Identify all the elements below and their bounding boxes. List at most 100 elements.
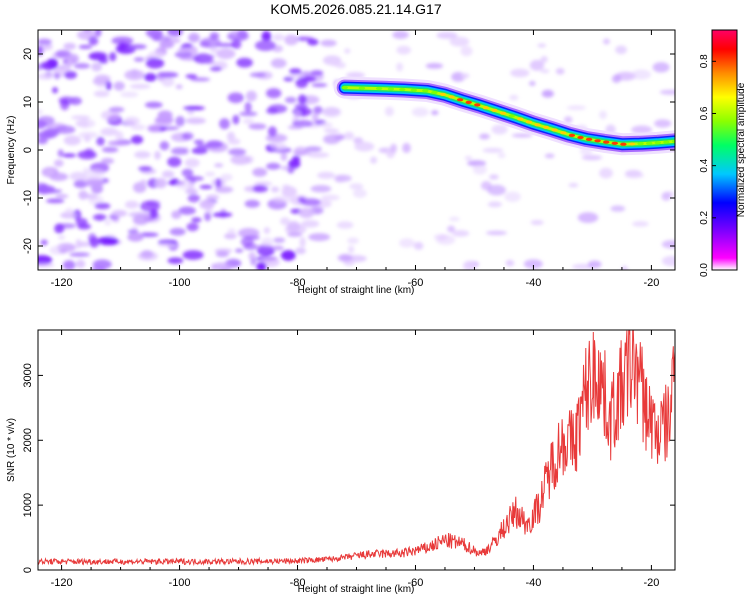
noise-blob — [152, 35, 172, 42]
noise-blob — [133, 57, 145, 62]
noise-blob — [659, 89, 675, 95]
noise-blob — [101, 157, 114, 165]
signal-hotspot — [654, 141, 661, 145]
noise-blob — [159, 40, 175, 49]
noise-blob — [70, 115, 91, 120]
signal-hotspot — [525, 120, 533, 124]
noise-blob — [98, 57, 108, 64]
signal-hotspot — [456, 98, 464, 102]
noise-blob — [509, 94, 519, 101]
noise-blob — [148, 50, 165, 59]
noise-blob — [214, 163, 224, 168]
y-tick-label: 2000 — [22, 428, 34, 452]
noise-blob — [38, 38, 52, 46]
noise-blob — [511, 133, 533, 138]
noise-blob — [249, 72, 267, 78]
noise-blob — [250, 258, 257, 266]
noise-blob — [38, 185, 56, 194]
noise-blob — [297, 94, 307, 105]
noise-blob — [252, 185, 269, 193]
colorbar-tick-label: 0.0 — [699, 263, 710, 277]
signal-hotspot — [603, 140, 610, 144]
noise-blob — [298, 207, 315, 219]
noise-blob — [661, 255, 675, 267]
noise-blob — [447, 225, 456, 233]
noise-blob — [209, 66, 222, 72]
snr-ylabel: SNR (10 * v/v) — [6, 418, 17, 482]
noise-blob — [60, 212, 77, 219]
noise-blob — [92, 214, 107, 221]
noise-blob — [320, 194, 340, 201]
noise-blob — [38, 255, 53, 265]
noise-blob — [38, 116, 55, 126]
noise-blob — [185, 117, 206, 125]
colorbar-tick-label: 0.6 — [699, 106, 710, 120]
noise-blob — [63, 42, 76, 50]
noise-blob — [413, 241, 424, 250]
spectrogram-ylabel: Frequency (Hz) — [6, 116, 17, 185]
noise-blob — [599, 167, 613, 179]
signal-hotspot — [568, 133, 576, 137]
noise-blob — [347, 245, 355, 254]
noise-blob — [38, 108, 43, 116]
noise-blob — [563, 116, 573, 124]
noise-blob — [270, 58, 287, 69]
noise-blob — [242, 118, 254, 124]
noise-blob — [102, 237, 119, 246]
noise-blob — [190, 77, 211, 82]
noise-blob — [297, 196, 306, 203]
noise-blob — [38, 63, 43, 71]
noise-blob — [505, 259, 515, 267]
noise-blob — [137, 251, 158, 261]
noise-blob — [196, 144, 212, 149]
noise-blob — [384, 106, 394, 117]
signal-hotspot — [628, 142, 636, 146]
noise-blob — [111, 36, 134, 45]
noise-blob — [220, 173, 233, 181]
colorbar-ticks: 0.0 0.2 0.4 0.6 0.8 — [699, 54, 716, 277]
noise-blob — [184, 158, 200, 168]
noise-blob — [129, 83, 151, 90]
signal-hotspot — [341, 86, 348, 90]
noise-blob — [661, 240, 675, 249]
noise-blob — [144, 101, 163, 109]
signal-hotspot — [551, 128, 558, 132]
noise-blob — [402, 142, 411, 154]
noise-blob — [170, 147, 189, 155]
noise-blob — [632, 221, 649, 227]
noise-blob — [140, 179, 147, 185]
noise-blob — [183, 106, 206, 111]
noise-blob — [320, 122, 333, 129]
y-tick-label: -10 — [22, 190, 34, 206]
noise-blob — [544, 153, 555, 159]
signal-hotspot — [422, 89, 429, 93]
noise-blob — [489, 174, 499, 180]
noise-blob — [78, 131, 99, 139]
noise-blob — [244, 199, 260, 208]
noise-blob — [336, 221, 354, 229]
colorbar-label: Normalized spectral amplitude — [736, 82, 747, 217]
noise-blob — [101, 75, 112, 81]
noise-blob — [124, 200, 139, 209]
signal-hotspot — [399, 87, 406, 92]
noise-blob — [204, 171, 216, 177]
noise-blob — [89, 236, 100, 248]
noise-blob — [105, 80, 112, 91]
noise-blob — [134, 151, 151, 159]
noise-blob — [587, 260, 602, 269]
snr-x-ticks: -120 -100 -80 -60 -40 -20 — [51, 330, 659, 589]
spectrogram-noise — [38, 30, 675, 270]
noise-blob — [289, 68, 302, 75]
noise-blob — [245, 90, 257, 102]
noise-blob — [96, 136, 105, 146]
noise-blob — [204, 211, 212, 222]
noise-blob — [38, 130, 57, 139]
noise-blob — [40, 239, 48, 246]
colorbar: 0.0 0.2 0.4 0.6 0.8 Normalized spectral ampl… — [699, 29, 747, 277]
noise-blob — [449, 216, 460, 222]
x-tick-label: -120 — [51, 277, 73, 289]
noise-blob — [209, 32, 220, 40]
noise-blob — [145, 57, 165, 69]
